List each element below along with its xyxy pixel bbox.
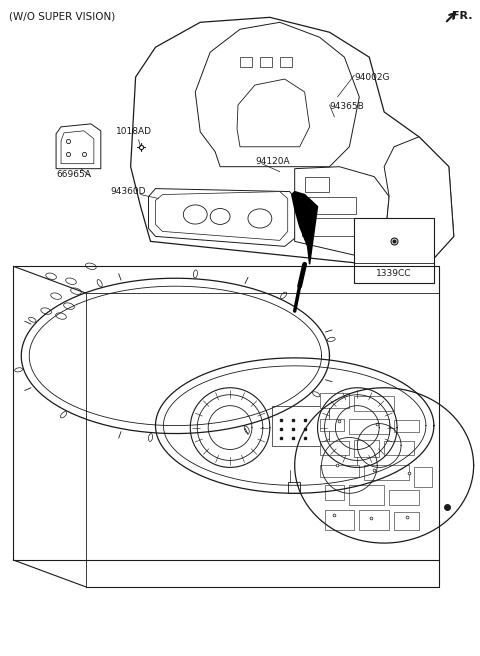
Polygon shape — [324, 510, 354, 530]
Polygon shape — [364, 465, 409, 480]
Ellipse shape — [60, 411, 67, 418]
Text: FR.: FR. — [452, 11, 472, 22]
Polygon shape — [260, 57, 272, 67]
Polygon shape — [240, 57, 252, 67]
Ellipse shape — [46, 273, 57, 279]
Text: (W/O SUPER VISION): (W/O SUPER VISION) — [9, 11, 116, 22]
Ellipse shape — [148, 434, 153, 441]
Ellipse shape — [64, 303, 74, 310]
Polygon shape — [156, 192, 288, 240]
Ellipse shape — [85, 263, 96, 270]
Ellipse shape — [29, 318, 36, 322]
Polygon shape — [394, 512, 419, 530]
Polygon shape — [148, 188, 298, 247]
Polygon shape — [354, 396, 394, 411]
Polygon shape — [237, 79, 310, 147]
Polygon shape — [320, 393, 349, 407]
Polygon shape — [360, 510, 389, 530]
Text: 94360D: 94360D — [111, 187, 146, 196]
Ellipse shape — [281, 292, 287, 298]
Polygon shape — [384, 441, 414, 455]
Ellipse shape — [312, 392, 320, 397]
Ellipse shape — [327, 337, 335, 342]
Text: 94120A: 94120A — [255, 157, 289, 166]
Ellipse shape — [41, 308, 51, 314]
Polygon shape — [292, 192, 318, 264]
Text: 66965A: 66965A — [56, 170, 91, 179]
Ellipse shape — [71, 288, 81, 295]
Polygon shape — [305, 176, 329, 192]
Polygon shape — [354, 218, 434, 283]
Polygon shape — [414, 468, 432, 487]
Text: 1339CC: 1339CC — [376, 269, 412, 277]
Polygon shape — [195, 22, 360, 167]
Polygon shape — [61, 131, 94, 164]
Polygon shape — [301, 218, 356, 236]
Polygon shape — [272, 405, 329, 445]
Text: 1018AD: 1018AD — [116, 127, 152, 136]
Polygon shape — [301, 197, 356, 215]
Polygon shape — [324, 485, 344, 501]
Polygon shape — [389, 490, 419, 505]
Polygon shape — [354, 440, 379, 457]
Polygon shape — [280, 57, 292, 67]
Polygon shape — [349, 419, 389, 434]
Polygon shape — [56, 124, 101, 169]
Text: 94365B: 94365B — [329, 102, 364, 112]
Polygon shape — [288, 482, 300, 493]
Polygon shape — [320, 441, 349, 455]
Polygon shape — [394, 420, 419, 432]
Ellipse shape — [193, 270, 197, 278]
Polygon shape — [349, 485, 384, 505]
Polygon shape — [131, 17, 454, 263]
Polygon shape — [295, 167, 389, 256]
Ellipse shape — [15, 368, 23, 372]
Polygon shape — [320, 419, 344, 430]
Ellipse shape — [51, 293, 61, 299]
Polygon shape — [320, 465, 360, 478]
Text: 94002G: 94002G — [354, 73, 390, 81]
Ellipse shape — [244, 426, 249, 434]
Polygon shape — [384, 137, 454, 258]
Ellipse shape — [56, 313, 66, 319]
Ellipse shape — [97, 279, 102, 287]
Ellipse shape — [66, 278, 76, 285]
